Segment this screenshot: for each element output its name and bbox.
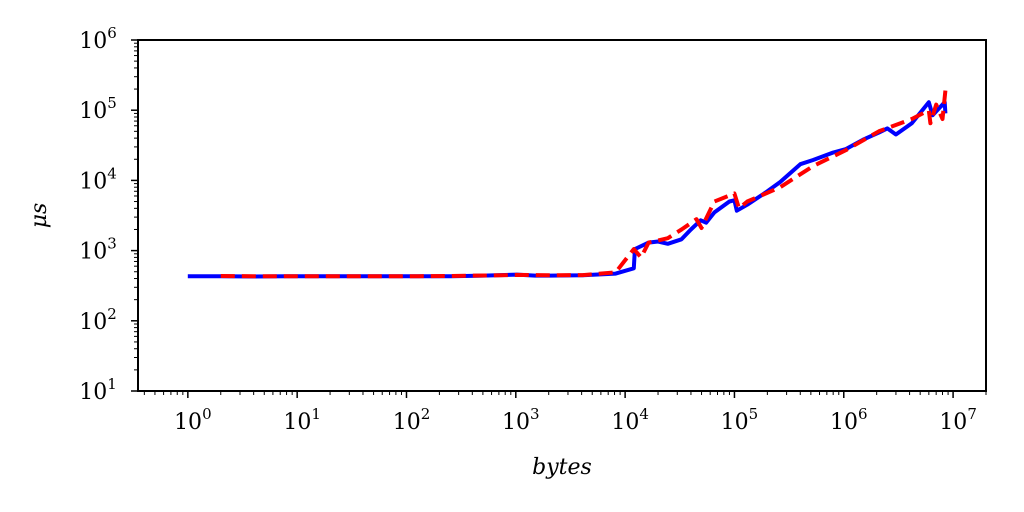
y-axis-label: μs: [27, 203, 52, 229]
y-tick-label: 106: [79, 24, 117, 54]
series-line-1: [187, 100, 948, 279]
x-tick-label: 102: [393, 405, 431, 435]
x-tick-label: 101: [283, 405, 321, 435]
x-tick-label: 104: [611, 405, 649, 435]
plot-area-frame: [137, 39, 987, 392]
x-tick-label: 107: [939, 405, 977, 435]
y-tick-label: 105: [79, 94, 117, 124]
ticks-layer: 100 101 102 103 104 105 106 107 101 102 103 104 105 1…: [79, 24, 987, 435]
series-line-2: [220, 90, 948, 279]
y-tick-label: 102: [79, 305, 117, 335]
x-tick-label: 106: [830, 405, 868, 435]
y-tick-label: 103: [79, 235, 117, 265]
series-layer: [187, 90, 948, 279]
x-axis-label: bytes: [532, 455, 592, 480]
x-tick-label: 100: [174, 405, 212, 435]
x-tick-label: 103: [502, 405, 540, 435]
y-tick-label: 104: [79, 164, 117, 194]
y-tick-label: 101: [79, 375, 117, 405]
x-tick-label: 105: [721, 405, 759, 435]
